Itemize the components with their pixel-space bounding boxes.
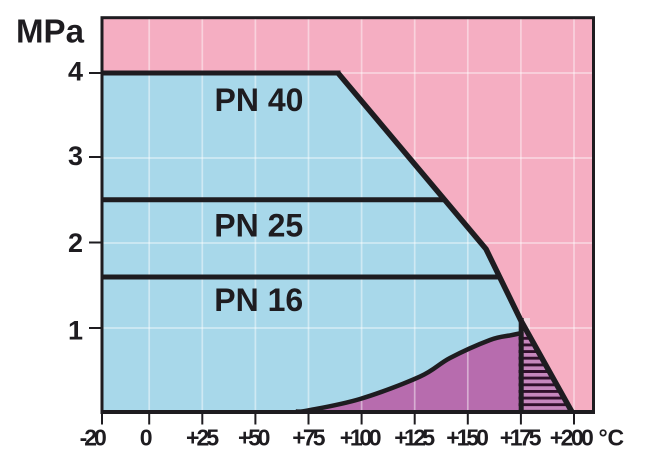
svg-text:+50: +50: [238, 425, 270, 451]
svg-text:PN 16: PN 16: [214, 282, 303, 318]
svg-text:°C: °C: [599, 425, 625, 451]
svg-text:+75: +75: [292, 425, 326, 451]
svg-text:+125: +125: [394, 425, 435, 451]
svg-text:+150: +150: [446, 425, 489, 451]
svg-text:0: 0: [140, 425, 153, 451]
svg-text:-20: -20: [80, 425, 107, 451]
svg-text:PN 40: PN 40: [215, 82, 304, 118]
svg-text:2: 2: [68, 228, 83, 258]
svg-text:+25: +25: [186, 425, 219, 451]
svg-text:4: 4: [68, 57, 83, 87]
svg-text:PN 25: PN 25: [214, 208, 303, 244]
svg-text:+100: +100: [340, 425, 382, 451]
svg-text:3: 3: [68, 141, 83, 171]
svg-text:+200: +200: [550, 425, 594, 451]
svg-text:1: 1: [68, 316, 83, 346]
svg-text:MPa: MPa: [16, 13, 85, 50]
svg-text:+175: +175: [500, 425, 542, 451]
